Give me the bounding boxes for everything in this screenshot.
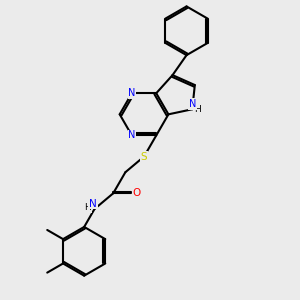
Text: H: H — [85, 203, 92, 212]
Text: N: N — [89, 199, 97, 208]
Text: N: N — [128, 130, 136, 140]
Text: S: S — [141, 152, 147, 161]
Text: N: N — [128, 88, 136, 98]
Text: O: O — [133, 188, 141, 198]
Text: H: H — [194, 105, 201, 114]
Text: N: N — [189, 99, 197, 109]
